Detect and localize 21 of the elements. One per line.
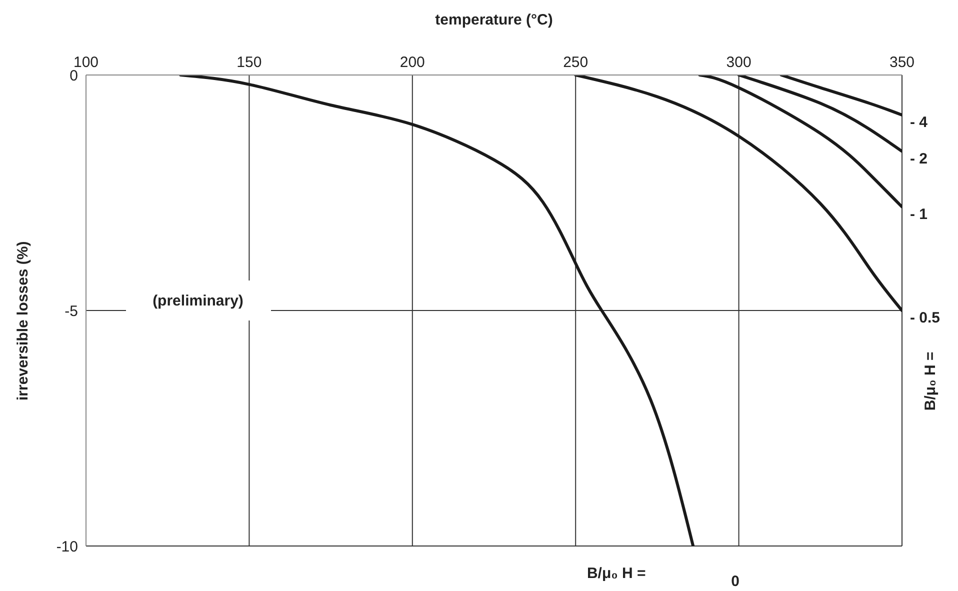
y-tick-label: -10 [56, 538, 78, 556]
line-series [780, 75, 902, 117]
x-tick-label: 300 [726, 54, 752, 71]
y-axis-title: irreversible losses (%) [14, 241, 32, 400]
line-series [574, 75, 902, 312]
x-tick-label: 350 [889, 54, 915, 71]
series-label: - 4 [910, 114, 928, 132]
x-tick-label: 250 [563, 54, 588, 71]
y-tick-label: -5 [64, 302, 78, 320]
x-tick-label: 200 [400, 54, 425, 71]
x-axis-title: temperature (°C) [435, 12, 553, 29]
series-label: - 2 [910, 150, 928, 168]
annotation: (preliminary) [152, 292, 244, 310]
text: B/μ₀ H = [922, 351, 939, 411]
series-label: - 0.5 [910, 310, 940, 326]
x-tick-label: 150 [236, 54, 262, 71]
text: B/μ₀ H = [586, 565, 646, 582]
text: 0 [731, 573, 740, 590]
series-label: - 1 [910, 206, 928, 223]
line-series [698, 75, 902, 208]
line-series [737, 75, 902, 153]
